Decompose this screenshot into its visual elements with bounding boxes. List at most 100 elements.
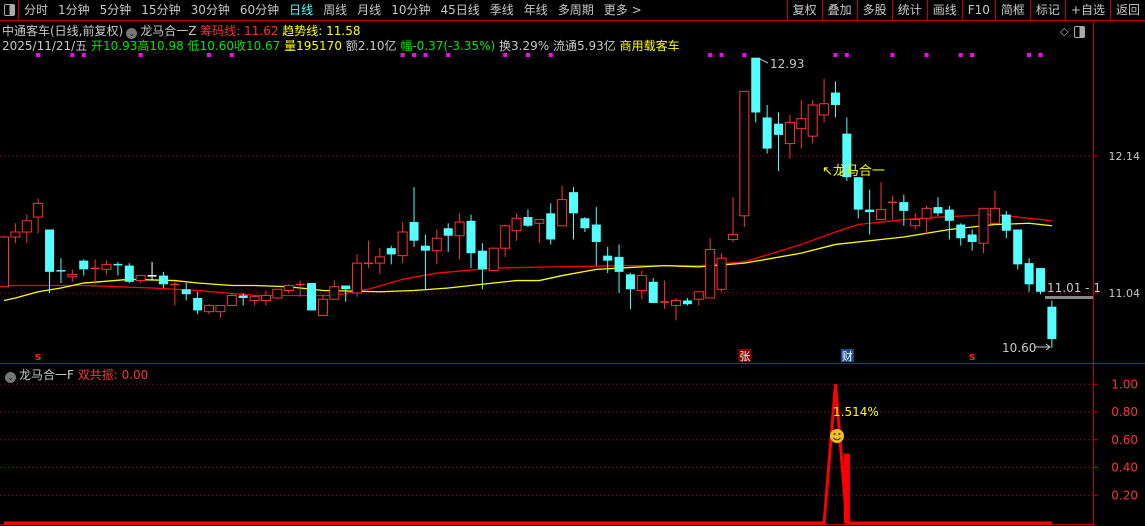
menu-item-3[interactable]: 15分钟 [141, 3, 181, 17]
candle [921, 205, 932, 235]
menu-item-1[interactable]: 1分钟 [58, 3, 90, 17]
lower-indicator-name[interactable]: 龙马合一F [19, 368, 74, 382]
candle-body [523, 217, 533, 226]
signal-dot [1038, 53, 1043, 57]
quote-float: 流通5.93亿 [553, 39, 616, 53]
candle [591, 207, 601, 266]
toolbar-button-4[interactable]: 画线 [926, 0, 962, 20]
candle-body [420, 245, 430, 251]
candle [204, 304, 215, 315]
chevron-down-icon[interactable]: ⌄ [126, 28, 138, 39]
candle-body [614, 256, 624, 272]
signal-dot [844, 53, 849, 57]
candle [774, 112, 784, 171]
candle [79, 259, 89, 276]
candle-body [989, 207, 1000, 224]
chevron-down-icon[interactable]: ⌄ [5, 372, 16, 383]
menu-item-8[interactable]: 月线 [357, 3, 382, 17]
marker-box [840, 349, 854, 362]
menu-item-12[interactable]: 年线 [523, 3, 548, 17]
candle [887, 195, 897, 220]
toolbar-button-9[interactable]: 返回 [1109, 0, 1145, 20]
signal-dot [1027, 53, 1032, 57]
menu-item-0[interactable]: 分时 [24, 3, 49, 17]
trend-line-value: 趋势线: 11.58 [282, 24, 361, 38]
marker-zhang: 张 [739, 350, 750, 363]
candle [124, 263, 134, 284]
signal-dot [958, 53, 963, 57]
smiley-mouth [833, 437, 841, 441]
quote-open: 开10.93 [91, 39, 138, 53]
toolbar-button-3[interactable]: 统计 [891, 0, 927, 20]
candle-body [876, 209, 887, 221]
menu-item-13[interactable]: 多周期 [557, 3, 594, 17]
candle-body [944, 209, 954, 221]
candle [636, 270, 647, 300]
toolbar-button-5[interactable]: F10 [961, 0, 995, 20]
quote-amount: 额2.10亿 [345, 39, 397, 53]
candle [56, 258, 66, 284]
candle [523, 209, 533, 228]
candle [409, 187, 419, 247]
candle-body [660, 301, 670, 303]
menu-item-7[interactable]: 周线 [323, 3, 348, 17]
double-resonance-line [4, 384, 1052, 525]
toolbar-button-8[interactable]: +自选 [1064, 0, 1110, 20]
toolbar-button-6[interactable]: 简框 [994, 0, 1030, 20]
quote-low: 低10.60 [187, 39, 234, 53]
candle-body [215, 304, 226, 313]
candle [272, 288, 283, 300]
low-price-label: 10.60 [1002, 341, 1036, 355]
toolbar-button-1[interactable]: 叠加 [821, 0, 857, 20]
candle [978, 207, 989, 254]
menu-item-4[interactable]: 30分钟 [190, 3, 230, 17]
candle-body [591, 224, 601, 242]
menu-item-14[interactable]: 更多 > [603, 3, 642, 17]
candle [842, 117, 852, 181]
candle [431, 229, 442, 265]
candle [374, 248, 385, 275]
candle [1013, 229, 1023, 270]
candle-body [1035, 268, 1045, 292]
panel-toggle-icon[interactable] [0, 0, 19, 20]
candle [454, 213, 465, 260]
candle [147, 261, 157, 281]
candle-body [693, 291, 704, 300]
menu-item-9[interactable]: 10分钟 [391, 3, 431, 17]
candle [397, 222, 408, 264]
diamond-icon[interactable]: ◇ [1060, 25, 1069, 38]
candle-body [170, 283, 180, 286]
indicator-name[interactable]: 龙马合一Z [140, 24, 197, 38]
menu-item-10[interactable]: 45日线 [440, 3, 480, 17]
candle-body [397, 231, 408, 257]
candle-body [56, 270, 66, 272]
candle-body [500, 225, 511, 249]
main-indicator-header: 中通客车(日线,前复权) ⌄ 龙马合一Z 筹码线: 11.62 趋势线: 11.58 [2, 22, 361, 39]
candle-body [842, 133, 852, 178]
toolbar-button-2[interactable]: 多股 [856, 0, 892, 20]
menu-item-11[interactable]: 季线 [489, 3, 514, 17]
candle-body [784, 121, 795, 145]
trend-line [3, 222, 1052, 302]
menu-item-5[interactable]: 60分钟 [239, 3, 280, 17]
menu-item-6[interactable]: 日线 [289, 3, 314, 17]
panel-toggle-icon[interactable] [1074, 25, 1086, 38]
candle-body [124, 265, 134, 282]
toolbar-button-0[interactable]: 复权 [786, 0, 822, 20]
toolbar-button-7[interactable]: 标记 [1029, 0, 1065, 20]
candle-body [113, 263, 123, 266]
candle-body [238, 295, 248, 298]
menu-item-2[interactable]: 5分钟 [99, 3, 132, 17]
quote-high: 高10.98 [137, 39, 184, 53]
candle [33, 198, 44, 234]
y-tick-label: 12.14 [1109, 150, 1141, 163]
candle-body [307, 283, 317, 311]
candle [819, 78, 830, 123]
marker-s: s [969, 350, 976, 363]
candle-body [409, 222, 419, 241]
lower-annotation: 1.514% [833, 405, 879, 419]
candle-body [1047, 306, 1057, 340]
quote-sector[interactable]: 商用载客车 [619, 39, 680, 53]
candle [215, 304, 226, 318]
